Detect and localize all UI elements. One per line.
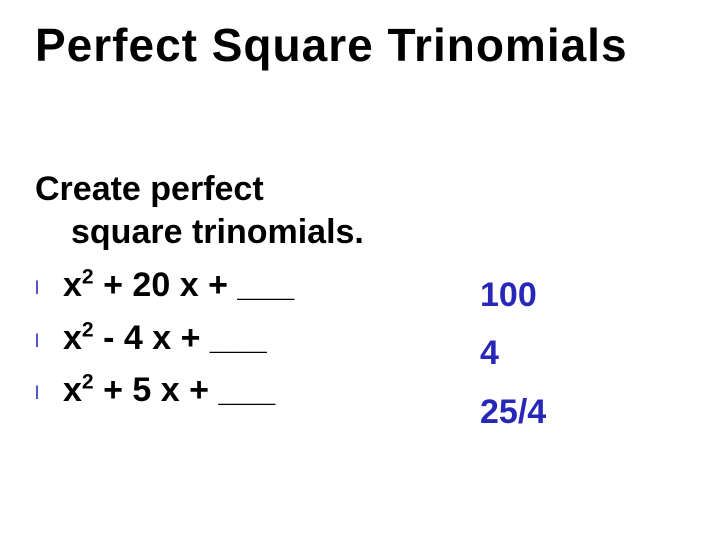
list-item: l x2 + 5 x + ___ — [35, 364, 475, 417]
list-item: l x2 + 20 x + ___ — [35, 259, 475, 312]
subheading: Create perfect square trinomials. — [35, 168, 475, 253]
expression-2: x2 - 4 x + ___ — [63, 312, 267, 365]
bullet-icon: l — [35, 275, 63, 303]
slide-title: Perfect Square Trinomials — [35, 18, 628, 72]
answer-3: 25/4 — [480, 383, 546, 441]
bullet-icon: l — [35, 380, 63, 408]
subheading-line-1: Create perfect — [35, 170, 264, 208]
bullet-icon: l — [35, 328, 63, 356]
slide: Perfect Square Trinomials Create perfect… — [0, 0, 720, 540]
expression-1: x2 + 20 x + ___ — [63, 259, 294, 312]
expression-3: x2 + 5 x + ___ — [63, 364, 275, 417]
body-left-column: Create perfect square trinomials. l x2 +… — [35, 168, 475, 417]
answer-2: 4 — [480, 324, 546, 382]
answers-column: 100 4 25/4 — [480, 266, 546, 441]
answer-1: 100 — [480, 266, 546, 324]
list-item: l x2 - 4 x + ___ — [35, 312, 475, 365]
subheading-line-2: square trinomials. — [35, 213, 364, 251]
